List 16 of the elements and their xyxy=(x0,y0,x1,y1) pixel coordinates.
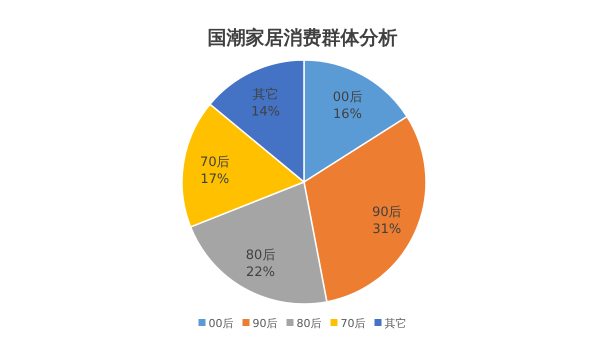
legend-label: 80后 xyxy=(296,317,322,330)
data-label: 17% xyxy=(200,172,230,187)
chart-title: 国潮家居消费群体分析 xyxy=(208,27,398,49)
slice-label: 90后 xyxy=(372,204,402,220)
slice-label: 其它 xyxy=(252,86,279,102)
slice-label: 00后 xyxy=(332,90,362,105)
data-label: 14% xyxy=(251,104,280,120)
legend-label: 00后 xyxy=(208,317,234,330)
slice-label: 80后 xyxy=(246,248,276,264)
legend-label: 其它 xyxy=(384,317,406,330)
data-label: 16% xyxy=(333,106,362,122)
legend-label: 70后 xyxy=(340,317,366,330)
legend-label: 90后 xyxy=(252,317,278,330)
data-label: 22% xyxy=(246,265,275,280)
slice-label: 70后 xyxy=(200,154,230,170)
data-label: 31% xyxy=(372,222,402,237)
